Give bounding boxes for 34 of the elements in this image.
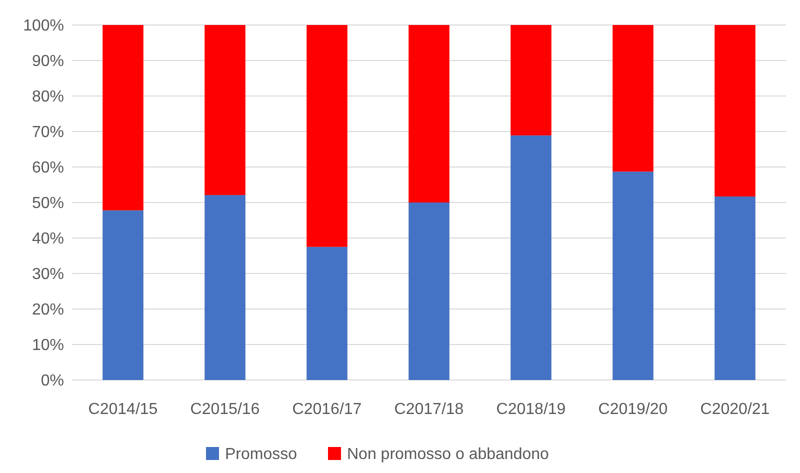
y-tick-label: 80% [32, 88, 64, 106]
y-tick-label: 20% [32, 302, 64, 319]
x-tick-label: C2017/18 [394, 401, 464, 418]
bar [714, 196, 756, 380]
x-tick-label: C2016/17 [292, 401, 362, 418]
bar [612, 172, 654, 380]
bar [204, 195, 246, 380]
y-tick-label: 50% [32, 195, 64, 212]
x-tick-label: C2018/19 [496, 401, 566, 418]
bar [408, 25, 450, 202]
y-tick-label: 70% [32, 124, 64, 142]
bar [510, 25, 552, 136]
x-tick-label: C2019/20 [598, 401, 668, 418]
bar [408, 202, 450, 380]
legend-label: Non promosso o abbandono [347, 446, 550, 463]
x-tick-label: C2020/21 [700, 401, 770, 418]
x-tick-label: C2014/15 [88, 401, 158, 418]
y-tick-label: 90% [32, 53, 64, 70]
bar [612, 25, 654, 172]
bar [510, 135, 552, 380]
y-tick-label: 10% [32, 337, 64, 354]
legend-label: Promosso [225, 446, 298, 463]
y-tick-label: 60% [32, 160, 64, 177]
y-tick-label: 30% [32, 266, 64, 284]
bar [306, 25, 348, 247]
bar [102, 25, 144, 210]
x-tick-label: C2015/16 [190, 401, 260, 418]
bar [102, 210, 144, 380]
bar [306, 246, 348, 380]
bar [204, 25, 246, 196]
y-tick-label: 40% [32, 230, 64, 248]
y-tick-label: 0% [40, 372, 64, 390]
bar [714, 25, 756, 196]
y-tick-label: 100% [23, 18, 64, 35]
